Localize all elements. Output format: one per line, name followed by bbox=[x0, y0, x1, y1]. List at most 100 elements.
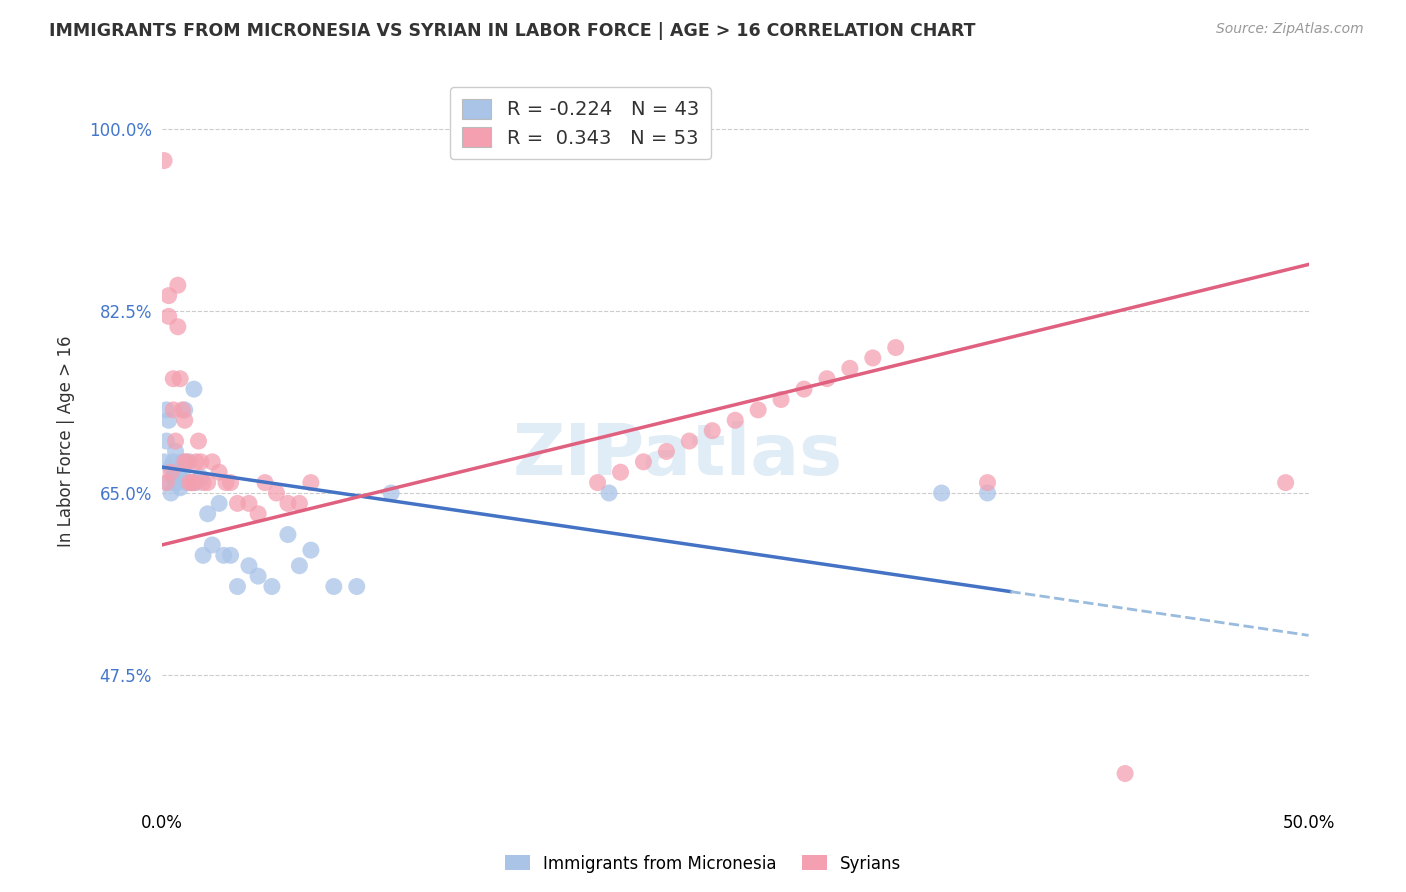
Point bbox=[226, 580, 249, 594]
Point bbox=[655, 444, 678, 458]
Legend: R = -0.224   N = 43, R =  0.343   N = 53: R = -0.224 N = 43, R = 0.343 N = 53 bbox=[450, 87, 710, 160]
Point bbox=[186, 455, 208, 469]
Point bbox=[288, 496, 311, 510]
Point bbox=[169, 470, 191, 484]
Point bbox=[586, 475, 609, 490]
Point bbox=[166, 475, 188, 490]
Point bbox=[609, 465, 631, 479]
Point bbox=[155, 434, 177, 448]
Point bbox=[179, 475, 201, 490]
Point bbox=[346, 580, 368, 594]
Point bbox=[166, 465, 188, 479]
Point bbox=[884, 341, 907, 355]
Point bbox=[1274, 475, 1296, 490]
Point bbox=[165, 444, 187, 458]
Point bbox=[162, 455, 184, 469]
Point bbox=[157, 310, 180, 324]
Point bbox=[160, 486, 183, 500]
Point bbox=[183, 475, 205, 490]
Legend: Immigrants from Micronesia, Syrians: Immigrants from Micronesia, Syrians bbox=[498, 848, 908, 880]
Point bbox=[173, 455, 195, 469]
Point bbox=[212, 549, 235, 563]
Point bbox=[197, 475, 219, 490]
Point bbox=[172, 465, 194, 479]
Point bbox=[266, 486, 288, 500]
Point bbox=[183, 382, 205, 396]
Point bbox=[226, 496, 249, 510]
Point bbox=[678, 434, 700, 448]
Point bbox=[299, 475, 322, 490]
Point bbox=[201, 455, 224, 469]
Point bbox=[322, 580, 344, 594]
Point bbox=[976, 486, 998, 500]
Point bbox=[162, 372, 184, 386]
Point bbox=[215, 475, 238, 490]
Point bbox=[238, 496, 260, 510]
Point bbox=[380, 486, 402, 500]
Point bbox=[277, 527, 299, 541]
Point bbox=[153, 153, 176, 168]
Point bbox=[190, 455, 212, 469]
Point bbox=[191, 549, 214, 563]
Point bbox=[633, 455, 655, 469]
Point bbox=[191, 475, 214, 490]
Point bbox=[815, 372, 838, 386]
Point bbox=[172, 403, 194, 417]
Point bbox=[299, 543, 322, 558]
Y-axis label: In Labor Force | Age > 16: In Labor Force | Age > 16 bbox=[58, 335, 75, 547]
Point bbox=[153, 455, 176, 469]
Point bbox=[180, 475, 202, 490]
Point bbox=[260, 580, 283, 594]
Point bbox=[1114, 766, 1136, 780]
Point bbox=[162, 403, 184, 417]
Point bbox=[976, 475, 998, 490]
Point bbox=[172, 455, 194, 469]
Point bbox=[155, 403, 177, 417]
Point bbox=[288, 558, 311, 573]
Point bbox=[157, 475, 180, 490]
Point bbox=[253, 475, 276, 490]
Point bbox=[169, 481, 191, 495]
Point bbox=[862, 351, 884, 365]
Point bbox=[166, 278, 188, 293]
Text: ZIPatlas: ZIPatlas bbox=[513, 421, 844, 490]
Point bbox=[155, 475, 177, 490]
Point bbox=[166, 319, 188, 334]
Point bbox=[180, 475, 202, 490]
Point bbox=[169, 372, 191, 386]
Point bbox=[157, 413, 180, 427]
Point bbox=[219, 475, 242, 490]
Point bbox=[770, 392, 793, 407]
Point bbox=[187, 434, 209, 448]
Point bbox=[165, 434, 187, 448]
Point bbox=[176, 455, 198, 469]
Point bbox=[277, 496, 299, 510]
Point bbox=[247, 569, 270, 583]
Text: IMMIGRANTS FROM MICRONESIA VS SYRIAN IN LABOR FORCE | AGE > 16 CORRELATION CHART: IMMIGRANTS FROM MICRONESIA VS SYRIAN IN … bbox=[49, 22, 976, 40]
Point bbox=[173, 413, 195, 427]
Point bbox=[157, 288, 180, 302]
Point bbox=[598, 486, 620, 500]
Point bbox=[793, 382, 815, 396]
Point bbox=[160, 460, 183, 475]
Point bbox=[702, 424, 724, 438]
Point bbox=[176, 475, 198, 490]
Point bbox=[173, 403, 195, 417]
Point bbox=[208, 496, 231, 510]
Point bbox=[247, 507, 270, 521]
Point bbox=[197, 507, 219, 521]
Point bbox=[747, 403, 769, 417]
Point bbox=[165, 475, 187, 490]
Text: Source: ZipAtlas.com: Source: ZipAtlas.com bbox=[1216, 22, 1364, 37]
Point bbox=[186, 475, 208, 490]
Point bbox=[238, 558, 260, 573]
Point bbox=[208, 465, 231, 479]
Point bbox=[931, 486, 953, 500]
Point bbox=[179, 455, 201, 469]
Point bbox=[838, 361, 860, 376]
Point bbox=[190, 470, 212, 484]
Point bbox=[201, 538, 224, 552]
Point bbox=[1205, 808, 1227, 822]
Point bbox=[724, 413, 747, 427]
Point bbox=[219, 549, 242, 563]
